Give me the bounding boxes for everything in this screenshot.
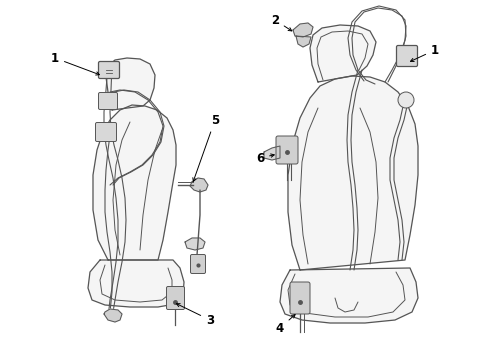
Text: 5: 5 (192, 113, 219, 181)
Polygon shape (280, 268, 417, 323)
Polygon shape (88, 260, 183, 307)
Text: 2: 2 (270, 14, 291, 31)
Polygon shape (287, 76, 417, 270)
Polygon shape (190, 178, 207, 192)
FancyBboxPatch shape (289, 282, 309, 314)
Polygon shape (104, 309, 122, 322)
FancyBboxPatch shape (98, 93, 117, 109)
FancyBboxPatch shape (95, 122, 116, 141)
Text: 1: 1 (409, 44, 438, 62)
Text: 3: 3 (176, 303, 214, 327)
Circle shape (397, 92, 413, 108)
Text: 6: 6 (255, 152, 274, 165)
Polygon shape (264, 146, 280, 160)
FancyBboxPatch shape (190, 255, 205, 274)
Text: 1: 1 (51, 51, 99, 75)
FancyBboxPatch shape (396, 45, 417, 67)
Polygon shape (93, 105, 176, 260)
Text: 4: 4 (275, 315, 294, 334)
Polygon shape (309, 25, 375, 82)
Polygon shape (184, 238, 204, 250)
Polygon shape (295, 36, 310, 47)
FancyBboxPatch shape (98, 62, 119, 78)
Polygon shape (106, 58, 155, 110)
FancyBboxPatch shape (275, 136, 297, 164)
Polygon shape (292, 23, 312, 37)
FancyBboxPatch shape (166, 287, 184, 310)
